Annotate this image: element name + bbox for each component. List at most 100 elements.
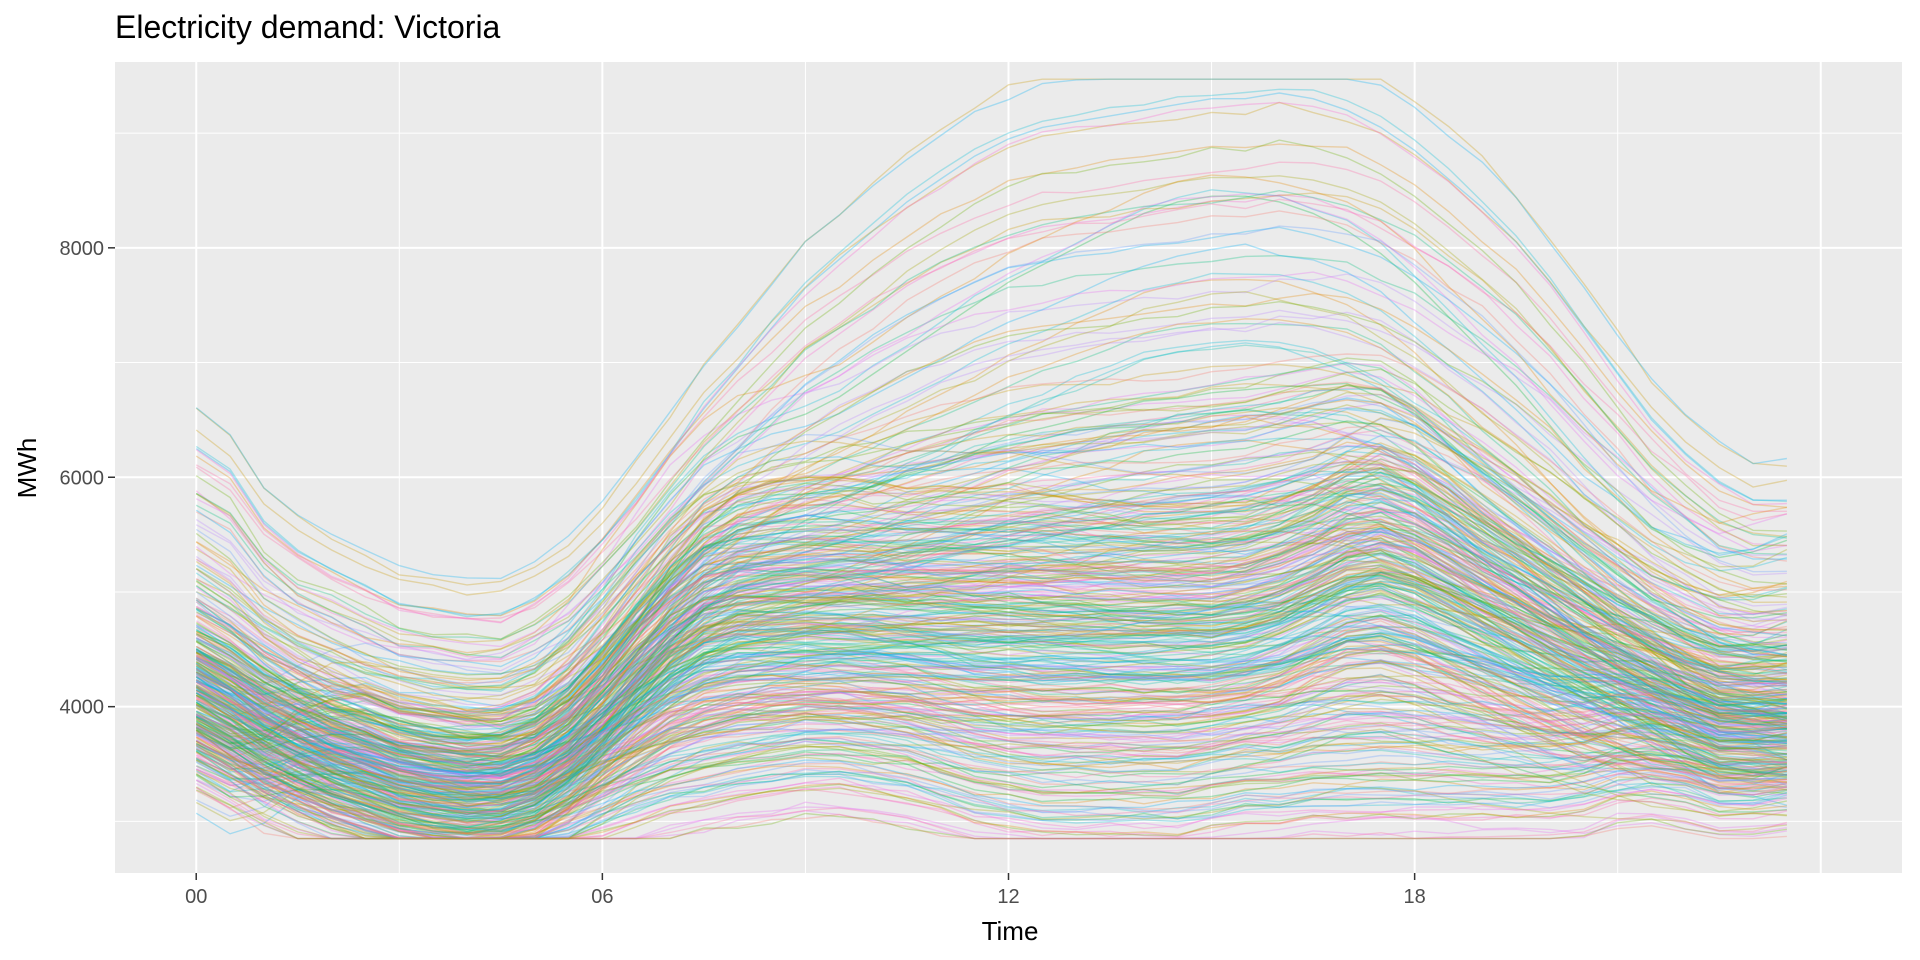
series-line <box>195 460 1787 785</box>
series-line <box>195 693 1787 830</box>
series-line <box>195 718 1787 823</box>
series-line <box>195 710 1787 815</box>
series-line <box>195 311 1787 707</box>
series-line <box>195 467 1788 752</box>
series-line <box>195 610 1788 785</box>
series-line <box>195 551 1787 815</box>
series-line <box>195 645 1787 757</box>
series-line <box>195 568 1787 798</box>
series-line <box>195 669 1787 779</box>
series-line <box>195 517 1787 820</box>
series-line <box>195 560 1787 774</box>
series-line <box>195 278 1788 719</box>
series-line <box>195 493 1787 797</box>
series-line <box>195 382 1788 723</box>
series-line <box>195 528 1787 779</box>
series-line <box>195 675 1787 840</box>
series-line <box>195 484 1787 742</box>
x-tick-label: 06 <box>591 886 613 908</box>
series-line <box>195 357 1788 726</box>
series-line <box>195 614 1787 831</box>
series-line <box>195 679 1787 784</box>
series-line <box>195 530 1787 773</box>
series-line <box>195 559 1787 746</box>
series-line <box>195 681 1788 786</box>
series-line <box>195 475 1788 772</box>
series-line <box>195 573 1787 824</box>
series-line <box>195 564 1787 778</box>
series-line <box>195 692 1788 803</box>
series-line <box>195 489 1788 744</box>
series-line <box>195 500 1787 764</box>
series-line <box>195 446 1788 749</box>
series-line <box>195 537 1787 760</box>
series-line <box>195 634 1787 834</box>
series-line <box>195 486 1788 740</box>
series-line <box>195 704 1787 812</box>
series-line <box>195 553 1787 778</box>
series-line <box>195 605 1787 797</box>
series-line <box>195 679 1788 783</box>
series-line <box>195 789 1788 840</box>
series-line <box>195 660 1787 840</box>
series-line <box>195 544 1788 787</box>
series-line <box>195 681 1787 805</box>
series-line <box>195 651 1788 764</box>
series-line <box>195 590 1787 758</box>
series-line <box>195 482 1787 718</box>
x-tick-label: 12 <box>997 886 1019 908</box>
series-line <box>195 518 1787 800</box>
series-line <box>195 528 1787 786</box>
series-line <box>195 731 1787 840</box>
series-line <box>195 541 1788 780</box>
series-line <box>195 445 1788 738</box>
series-line <box>195 548 1787 767</box>
y-tick-label: 8000 <box>60 238 105 260</box>
series-line <box>195 635 1787 815</box>
series-line <box>195 626 1787 840</box>
series-line <box>195 710 1787 840</box>
series-line <box>195 483 1787 831</box>
series-line <box>195 713 1788 824</box>
series-line <box>195 675 1787 787</box>
series-line <box>195 722 1788 836</box>
series-line <box>195 143 1787 617</box>
series-line <box>195 570 1787 779</box>
series-line <box>195 632 1787 837</box>
major-gridlines <box>115 62 1902 873</box>
series-line <box>195 467 1788 745</box>
series-line <box>195 644 1787 840</box>
series-line <box>195 582 1787 816</box>
series-line <box>195 739 1788 840</box>
series-line <box>195 648 1788 766</box>
series-line <box>195 575 1787 789</box>
series-line <box>195 716 1787 834</box>
series-line <box>195 558 1787 770</box>
series-line <box>195 437 1787 772</box>
series-line <box>195 539 1788 745</box>
series-line <box>195 758 1787 840</box>
series-line <box>195 487 1788 736</box>
series-line <box>195 661 1787 786</box>
series-line <box>195 468 1787 819</box>
series-line <box>195 656 1787 769</box>
x-tick-label: 18 <box>1404 886 1426 908</box>
series-line <box>195 659 1787 783</box>
series-line <box>195 463 1787 723</box>
x-tick-label: 00 <box>185 886 207 908</box>
series-line <box>195 515 1787 754</box>
series-line <box>195 728 1787 840</box>
series-line <box>195 591 1787 834</box>
series-line <box>195 467 1788 725</box>
series-line <box>195 429 1787 715</box>
series-line <box>195 759 1788 840</box>
series-line <box>195 451 1788 772</box>
series-line <box>195 671 1788 779</box>
series-line <box>195 699 1787 802</box>
series-line <box>195 198 1788 620</box>
series-line <box>195 639 1787 824</box>
series-line <box>195 382 1787 712</box>
series-line <box>195 743 1788 840</box>
series-line <box>195 588 1787 816</box>
